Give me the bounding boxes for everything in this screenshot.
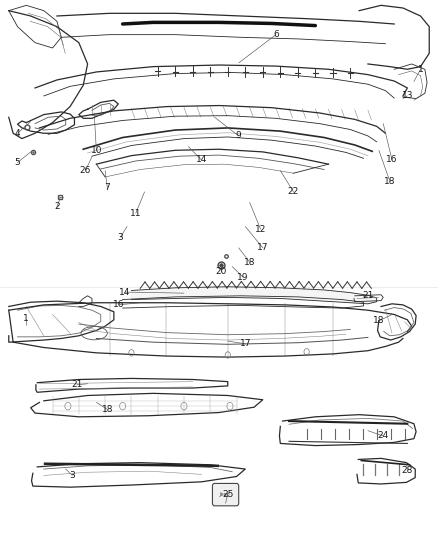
Text: 25: 25 bbox=[222, 490, 233, 498]
Text: 3: 3 bbox=[117, 233, 124, 241]
Text: 6: 6 bbox=[273, 30, 279, 39]
Text: 18: 18 bbox=[373, 317, 385, 325]
Text: 10: 10 bbox=[91, 146, 102, 155]
Text: 13: 13 bbox=[402, 92, 413, 100]
Text: 3: 3 bbox=[69, 471, 75, 480]
Text: 16: 16 bbox=[113, 301, 124, 309]
Text: 14: 14 bbox=[119, 288, 131, 296]
Text: 18: 18 bbox=[244, 258, 255, 266]
Text: 22: 22 bbox=[288, 188, 299, 196]
Text: 20: 20 bbox=[215, 268, 227, 276]
Text: 16: 16 bbox=[386, 156, 398, 164]
Text: 18: 18 bbox=[102, 405, 113, 414]
FancyBboxPatch shape bbox=[212, 483, 239, 506]
Text: 21: 21 bbox=[362, 292, 374, 300]
Text: 19: 19 bbox=[237, 273, 249, 281]
Text: 12: 12 bbox=[255, 225, 266, 233]
Text: 1: 1 bbox=[23, 314, 29, 323]
Text: 9: 9 bbox=[236, 132, 242, 140]
Text: 4: 4 bbox=[15, 129, 20, 138]
Text: 24: 24 bbox=[378, 432, 389, 440]
Text: 17: 17 bbox=[240, 340, 251, 348]
Polygon shape bbox=[131, 287, 377, 304]
Text: 21: 21 bbox=[71, 381, 82, 389]
Text: 2: 2 bbox=[54, 203, 60, 211]
Text: 7: 7 bbox=[104, 183, 110, 192]
Text: 28: 28 bbox=[402, 466, 413, 474]
Text: 11: 11 bbox=[130, 209, 141, 217]
Text: 14: 14 bbox=[196, 156, 207, 164]
Text: 17: 17 bbox=[257, 244, 268, 252]
Text: 18: 18 bbox=[384, 177, 396, 185]
Text: 26: 26 bbox=[80, 166, 91, 175]
Text: Jeep: Jeep bbox=[220, 492, 231, 497]
Text: 5: 5 bbox=[14, 158, 21, 167]
Text: 1: 1 bbox=[417, 65, 424, 74]
